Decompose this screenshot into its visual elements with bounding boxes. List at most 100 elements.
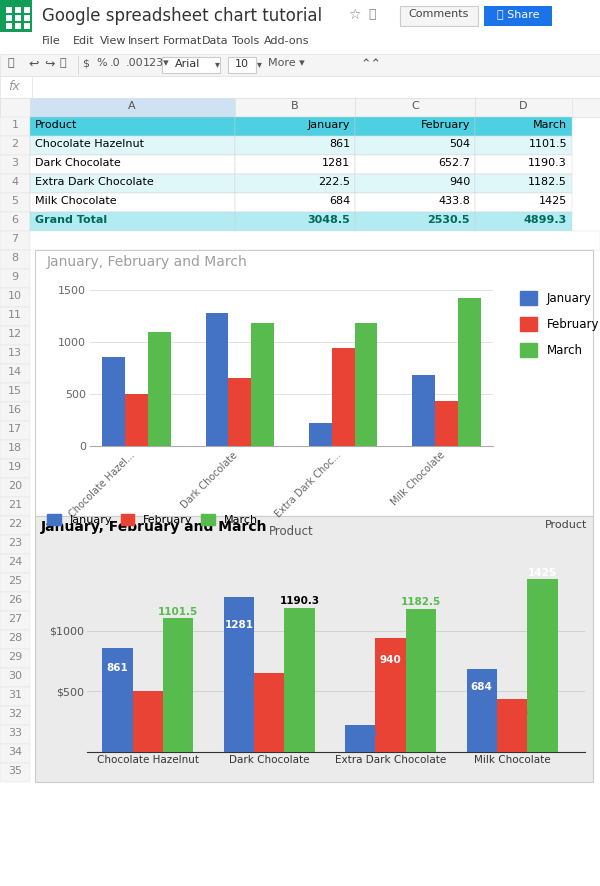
Text: ⌃⌃: ⌃⌃ bbox=[360, 58, 381, 71]
Text: 123▾: 123▾ bbox=[143, 58, 170, 68]
Bar bbox=[6, 23, 12, 29]
Text: 29: 29 bbox=[8, 652, 22, 662]
Bar bbox=[229, 378, 251, 446]
Bar bbox=[0, 421, 30, 440]
Text: 35: 35 bbox=[8, 766, 22, 776]
Text: Tools: Tools bbox=[232, 36, 259, 46]
Bar bbox=[6, 7, 12, 13]
Text: 1182.5: 1182.5 bbox=[528, 177, 567, 187]
Bar bbox=[15, 7, 21, 13]
Text: 26: 26 bbox=[8, 595, 22, 605]
Bar bbox=[0, 98, 30, 117]
Bar bbox=[355, 323, 377, 446]
Text: 861: 861 bbox=[329, 139, 350, 149]
Bar bbox=[133, 691, 163, 752]
Bar bbox=[0, 440, 30, 459]
Text: 19: 19 bbox=[8, 462, 22, 472]
Text: 1: 1 bbox=[11, 120, 19, 130]
Text: .00: .00 bbox=[126, 58, 143, 68]
Bar bbox=[0, 307, 30, 326]
Bar bbox=[235, 98, 355, 117]
Bar bbox=[163, 618, 193, 752]
Text: Product: Product bbox=[545, 520, 587, 530]
Text: 🗁: 🗁 bbox=[368, 8, 376, 21]
Text: 652.7: 652.7 bbox=[253, 685, 286, 695]
Text: Milk Chocolate: Milk Chocolate bbox=[35, 196, 116, 206]
Text: 16: 16 bbox=[8, 405, 22, 415]
Bar bbox=[0, 364, 30, 383]
Bar bbox=[0, 383, 30, 402]
Bar bbox=[0, 345, 30, 364]
Bar bbox=[228, 57, 256, 73]
Text: January: January bbox=[308, 120, 350, 130]
Text: 861: 861 bbox=[106, 664, 128, 673]
Bar bbox=[475, 136, 572, 155]
Text: 21: 21 bbox=[8, 500, 22, 510]
Text: 1190.3: 1190.3 bbox=[280, 596, 320, 606]
Bar bbox=[332, 348, 355, 446]
Bar bbox=[15, 23, 21, 29]
Bar bbox=[400, 6, 478, 26]
Text: Data: Data bbox=[202, 36, 229, 46]
Bar bbox=[0, 0, 600, 32]
Text: January, February and March: January, February and March bbox=[47, 255, 248, 269]
Text: Grand Total: Grand Total bbox=[35, 215, 107, 225]
Bar bbox=[435, 401, 458, 446]
Text: 27: 27 bbox=[8, 614, 22, 624]
Text: 13: 13 bbox=[8, 348, 22, 358]
Text: View: View bbox=[100, 36, 127, 46]
Text: 31: 31 bbox=[8, 690, 22, 700]
Bar bbox=[30, 98, 235, 117]
Bar bbox=[125, 393, 148, 446]
Text: 33: 33 bbox=[8, 728, 22, 738]
Text: ↪: ↪ bbox=[44, 58, 55, 71]
Bar bbox=[224, 596, 254, 752]
Text: 4899.3: 4899.3 bbox=[524, 215, 567, 225]
Bar bbox=[24, 15, 30, 21]
Text: 222.5: 222.5 bbox=[318, 177, 350, 187]
Bar bbox=[0, 32, 600, 54]
Bar bbox=[475, 174, 572, 193]
Bar bbox=[412, 375, 435, 446]
Text: 433.8: 433.8 bbox=[438, 196, 470, 206]
Text: 🎨: 🎨 bbox=[60, 58, 67, 68]
Text: 30: 30 bbox=[8, 671, 22, 681]
Text: 17: 17 bbox=[8, 424, 22, 434]
Bar bbox=[497, 699, 527, 752]
Text: B: B bbox=[291, 101, 299, 111]
Bar bbox=[0, 763, 30, 782]
Text: 684: 684 bbox=[471, 681, 493, 691]
Bar bbox=[235, 212, 355, 231]
Text: February: February bbox=[421, 120, 470, 130]
Bar bbox=[475, 212, 572, 231]
Bar bbox=[103, 357, 125, 446]
Bar bbox=[162, 57, 220, 73]
Text: 20: 20 bbox=[8, 481, 22, 491]
Text: 22: 22 bbox=[8, 519, 22, 529]
Bar bbox=[0, 459, 30, 478]
Text: More ▾: More ▾ bbox=[268, 58, 305, 68]
Bar bbox=[102, 648, 133, 752]
Bar bbox=[355, 98, 475, 117]
Text: 2530.5: 2530.5 bbox=[427, 215, 470, 225]
Bar bbox=[0, 668, 30, 687]
Bar bbox=[0, 98, 600, 117]
Text: .0: .0 bbox=[110, 58, 121, 68]
Bar bbox=[0, 193, 30, 212]
Bar bbox=[527, 579, 557, 752]
Text: 5: 5 bbox=[11, 196, 19, 206]
Text: 11: 11 bbox=[8, 310, 22, 320]
Text: 1425: 1425 bbox=[528, 568, 557, 578]
Bar bbox=[345, 725, 376, 752]
Text: 18: 18 bbox=[8, 443, 22, 453]
Text: 1190.3: 1190.3 bbox=[528, 158, 567, 168]
Text: 7: 7 bbox=[11, 234, 19, 244]
Bar bbox=[206, 313, 229, 446]
Text: 684: 684 bbox=[329, 196, 350, 206]
Text: 433.8: 433.8 bbox=[496, 707, 529, 718]
Bar bbox=[0, 516, 30, 535]
Bar bbox=[24, 7, 30, 13]
Bar bbox=[475, 117, 572, 136]
Text: 3048.5: 3048.5 bbox=[307, 215, 350, 225]
Bar bbox=[355, 136, 475, 155]
